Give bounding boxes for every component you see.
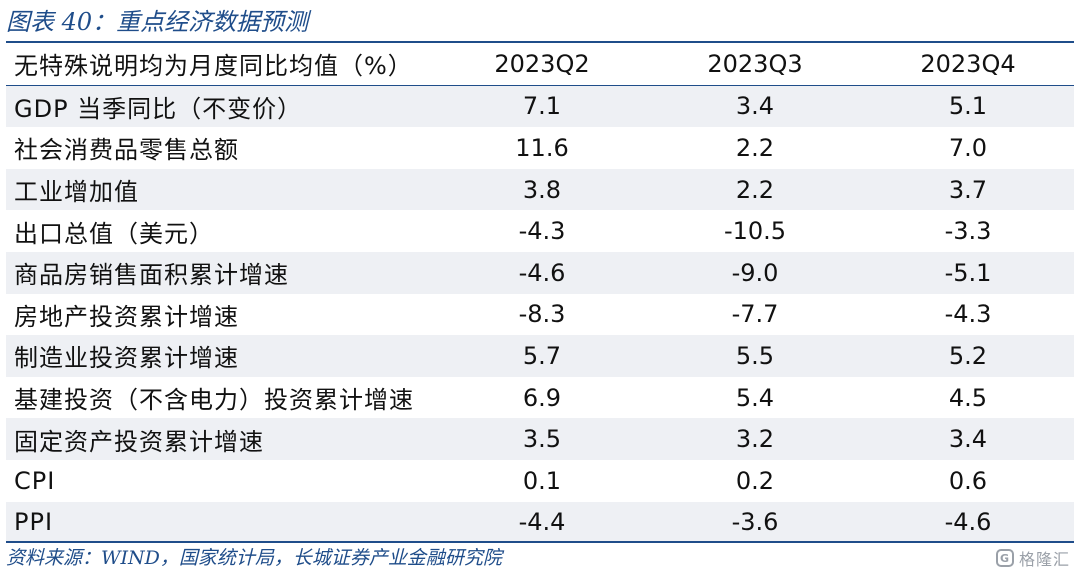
table-row: 基建投资（不含电力）投资累计增速 6.9 5.4 4.5	[6, 377, 1074, 419]
cell-value: 2.2	[735, 133, 775, 162]
row-label: 商品房销售面积累计增速	[6, 251, 436, 294]
cell-value: 3.4	[648, 85, 862, 128]
row-label: PPI	[6, 501, 436, 544]
row-label: 房地产投资累计增速	[14, 302, 239, 331]
gelonghui-logo-icon: G	[995, 549, 1014, 567]
forecast-table: 无特殊说明均为月度同比均值（%） 2023Q2 2023Q3 2023Q4 GD…	[6, 43, 1074, 544]
row-label: 基建投资（不含电力）投资累计增速	[14, 386, 414, 415]
table-row: 社会消费品零售总额 11.6 2.2 7.0	[6, 127, 1074, 169]
cell-value: 0.1	[522, 466, 562, 495]
cell-value: 7.1	[436, 85, 648, 128]
cell-value: 6.9	[522, 383, 562, 412]
cell-value: -3.3	[944, 217, 992, 246]
figure-title: 图表 40：重点经济数据预测	[6, 8, 309, 36]
cell-value: 2.2	[648, 168, 862, 211]
cell-value: 11.6	[515, 133, 569, 162]
table-row: PPI -4.4 -3.6 -4.6	[6, 501, 1074, 544]
table-row: GDP 当季同比（不变价） 7.1 3.4 5.1	[6, 85, 1074, 128]
table-row: 工业增加值 3.8 2.2 3.7	[6, 168, 1074, 211]
cell-value: -4.6	[862, 501, 1074, 544]
table-header-row: 无特殊说明均为月度同比均值（%） 2023Q2 2023Q3 2023Q4	[6, 43, 1074, 86]
cell-value: 5.7	[436, 335, 648, 377]
cell-value: 5.1	[862, 85, 1074, 128]
cell-value: -3.6	[648, 501, 862, 544]
table-row: 出口总值（美元） -4.3 -10.5 -3.3	[6, 210, 1074, 252]
table-row: 制造业投资累计增速 5.7 5.5 5.2	[6, 335, 1074, 377]
cell-value: -4.6	[436, 251, 648, 294]
row-label: 出口总值（美元）	[14, 219, 214, 248]
cell-value: 3.7	[862, 168, 1074, 211]
cell-value: -4.4	[436, 501, 648, 544]
watermark: G 格隆汇	[995, 546, 1070, 570]
header-label: 无特殊说明均为月度同比均值（%）	[6, 43, 436, 86]
cell-value: 3.4	[862, 418, 1074, 460]
watermark-text: 格隆汇	[1018, 550, 1070, 569]
cell-value: -8.3	[518, 300, 566, 329]
cell-value: -7.7	[731, 300, 779, 329]
row-label: 社会消费品零售总额	[14, 136, 239, 165]
table-row: 商品房销售面积累计增速 -4.6 -9.0 -5.1	[6, 251, 1074, 294]
cell-value: 3.8	[436, 168, 648, 211]
source-note: 资料来源：WIND，国家统计局，长城证券产业金融研究院	[6, 547, 502, 569]
cell-value: -10.5	[723, 217, 787, 246]
source-divider	[6, 541, 1074, 543]
cell-value: 7.0	[948, 133, 988, 162]
cell-value: -5.1	[862, 251, 1074, 294]
cell-value: -4.3	[518, 217, 566, 246]
cell-value: 5.2	[862, 335, 1074, 377]
cell-value: 5.5	[648, 335, 862, 377]
cell-value: 3.2	[648, 418, 862, 460]
table-row: CPI 0.1 0.2 0.6	[6, 460, 1074, 502]
cell-value: 0.6	[948, 466, 988, 495]
cell-value: 4.5	[948, 383, 988, 412]
title-divider	[6, 41, 1074, 43]
cell-value: -4.3	[944, 300, 992, 329]
column-header-2023q3: 2023Q3	[648, 43, 862, 86]
row-label: GDP 当季同比（不变价）	[6, 85, 436, 128]
cell-value: 5.4	[735, 383, 775, 412]
column-header-2023q4: 2023Q4	[862, 43, 1074, 86]
cell-value: 3.5	[436, 418, 648, 460]
table-row: 房地产投资累计增速 -8.3 -7.7 -4.3	[6, 294, 1074, 336]
cell-value: 0.2	[735, 466, 775, 495]
table-row: 固定资产投资累计增速 3.5 3.2 3.4	[6, 418, 1074, 460]
cell-value: -9.0	[648, 251, 862, 294]
row-label: 制造业投资累计增速	[6, 335, 436, 377]
row-label: CPI	[14, 466, 56, 495]
row-label: 固定资产投资累计增速	[6, 418, 436, 460]
column-header-2023q2: 2023Q2	[436, 43, 648, 86]
row-label: 工业增加值	[6, 168, 436, 211]
